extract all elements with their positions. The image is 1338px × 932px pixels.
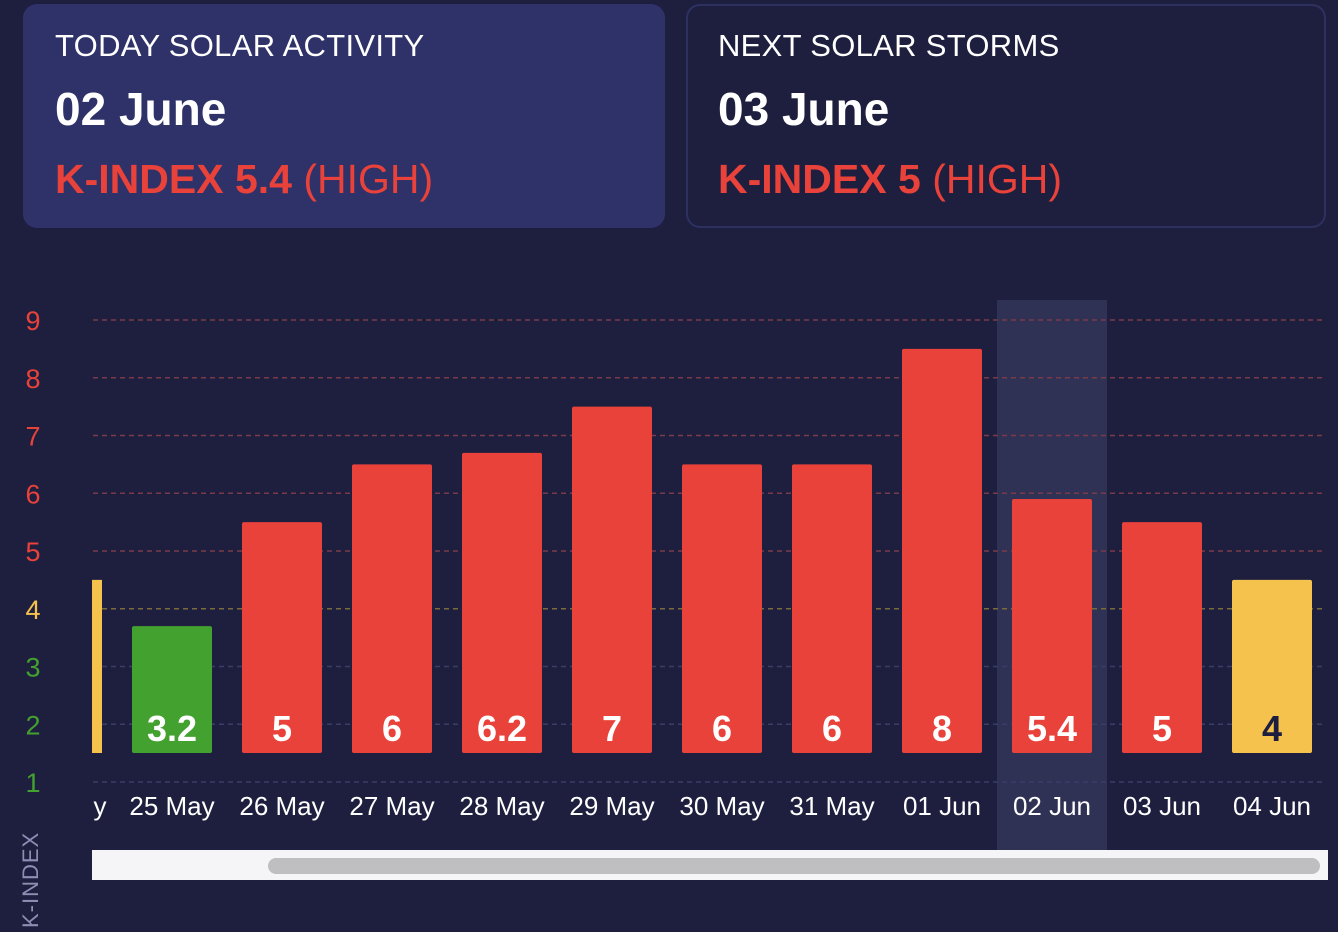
- y-tick-label-6: 6: [25, 479, 40, 509]
- bar-01-jun: [902, 348, 982, 753]
- bar-value-label: 5: [1152, 708, 1172, 749]
- today-k-prefix: K-INDEX: [55, 156, 224, 202]
- today-k-value: 5.4: [234, 156, 292, 202]
- y-tick-label-4: 4: [25, 595, 40, 625]
- bar-30-may: [682, 464, 762, 753]
- today-activity-card: TODAY SOLAR ACTIVITY 02 June K-INDEX 5.4…: [23, 4, 665, 228]
- bar-value-label: 5.4: [1027, 708, 1077, 749]
- bar-25-may: [132, 626, 212, 753]
- x-tick-label-partial: y: [94, 791, 107, 821]
- next-storm-card: NEXT SOLAR STORMS 03 June K-INDEX 5 (HIG…: [686, 4, 1326, 228]
- bar-31-may: [792, 464, 872, 753]
- bar-04-jun: [1232, 579, 1312, 753]
- next-k-value: 5: [897, 156, 921, 202]
- y-tick-label-5: 5: [25, 537, 40, 567]
- bar-value-label: 6.2: [477, 708, 527, 749]
- today-card-date: 02 June: [55, 83, 227, 135]
- chart-scrollbar[interactable]: [92, 850, 1328, 880]
- x-tick-label: 30 May: [679, 791, 764, 821]
- next-card-date: 03 June: [718, 83, 890, 135]
- today-k-index: K-INDEX 5.4 (HIGH): [55, 156, 633, 203]
- k-index-bar-chart: 1 2 3 4 5 6 7 8 9 y 3.2 25 May 5 26 May 6 27 May 6.2 28 M…: [25, 300, 1326, 850]
- y-tick-label-1: 1: [25, 768, 40, 798]
- y-tick-label-8: 8: [25, 364, 40, 394]
- x-tick-label: 27 May: [349, 791, 434, 821]
- bar-value-label: 3.2: [147, 708, 197, 749]
- bar-value-label: 8: [932, 708, 952, 749]
- today-card-label: TODAY SOLAR ACTIVITY: [55, 28, 425, 63]
- bar-27-may: [352, 464, 432, 753]
- next-k-prefix: K-INDEX: [718, 156, 887, 202]
- x-tick-label: 03 Jun: [1123, 791, 1201, 821]
- bar-value-label: 6: [712, 708, 732, 749]
- bar-value-label: 6: [822, 708, 842, 749]
- bar-value-label: 7: [602, 708, 622, 749]
- bar-value-label: 4: [1262, 708, 1282, 749]
- y-axis-title: K-INDEX: [18, 831, 43, 928]
- x-tick-label: 04 Jun: [1233, 791, 1311, 821]
- x-tick-label: 01 Jun: [903, 791, 981, 821]
- x-tick-label: 29 May: [569, 791, 654, 821]
- y-tick-label-7: 7: [25, 422, 40, 452]
- next-k-level: (HIGH): [932, 156, 1063, 202]
- bar-02-jun: [1012, 499, 1092, 753]
- bar-29-may: [572, 406, 652, 753]
- y-tick-label-3: 3: [25, 653, 40, 683]
- y-tick-label-2: 2: [25, 710, 40, 740]
- bar-28-may: [462, 452, 542, 753]
- y-tick-label-9: 9: [25, 306, 40, 336]
- bar-value-label: 6: [382, 708, 402, 749]
- partial-bar: [92, 579, 102, 753]
- bar-03-jun: [1122, 522, 1202, 753]
- next-card-label: NEXT SOLAR STORMS: [718, 28, 1060, 63]
- today-k-level: (HIGH): [303, 156, 434, 202]
- x-tick-label: 28 May: [459, 791, 544, 821]
- bar-value-label: 5: [272, 708, 292, 749]
- x-tick-label: 02 Jun: [1013, 791, 1091, 821]
- x-tick-label: 25 May: [129, 791, 214, 821]
- chart-scrollbar-thumb[interactable]: [268, 858, 1320, 874]
- next-k-index: K-INDEX 5 (HIGH): [718, 156, 1294, 203]
- bar-26-may: [242, 522, 322, 753]
- x-tick-label: 31 May: [789, 791, 874, 821]
- x-tick-label: 26 May: [239, 791, 324, 821]
